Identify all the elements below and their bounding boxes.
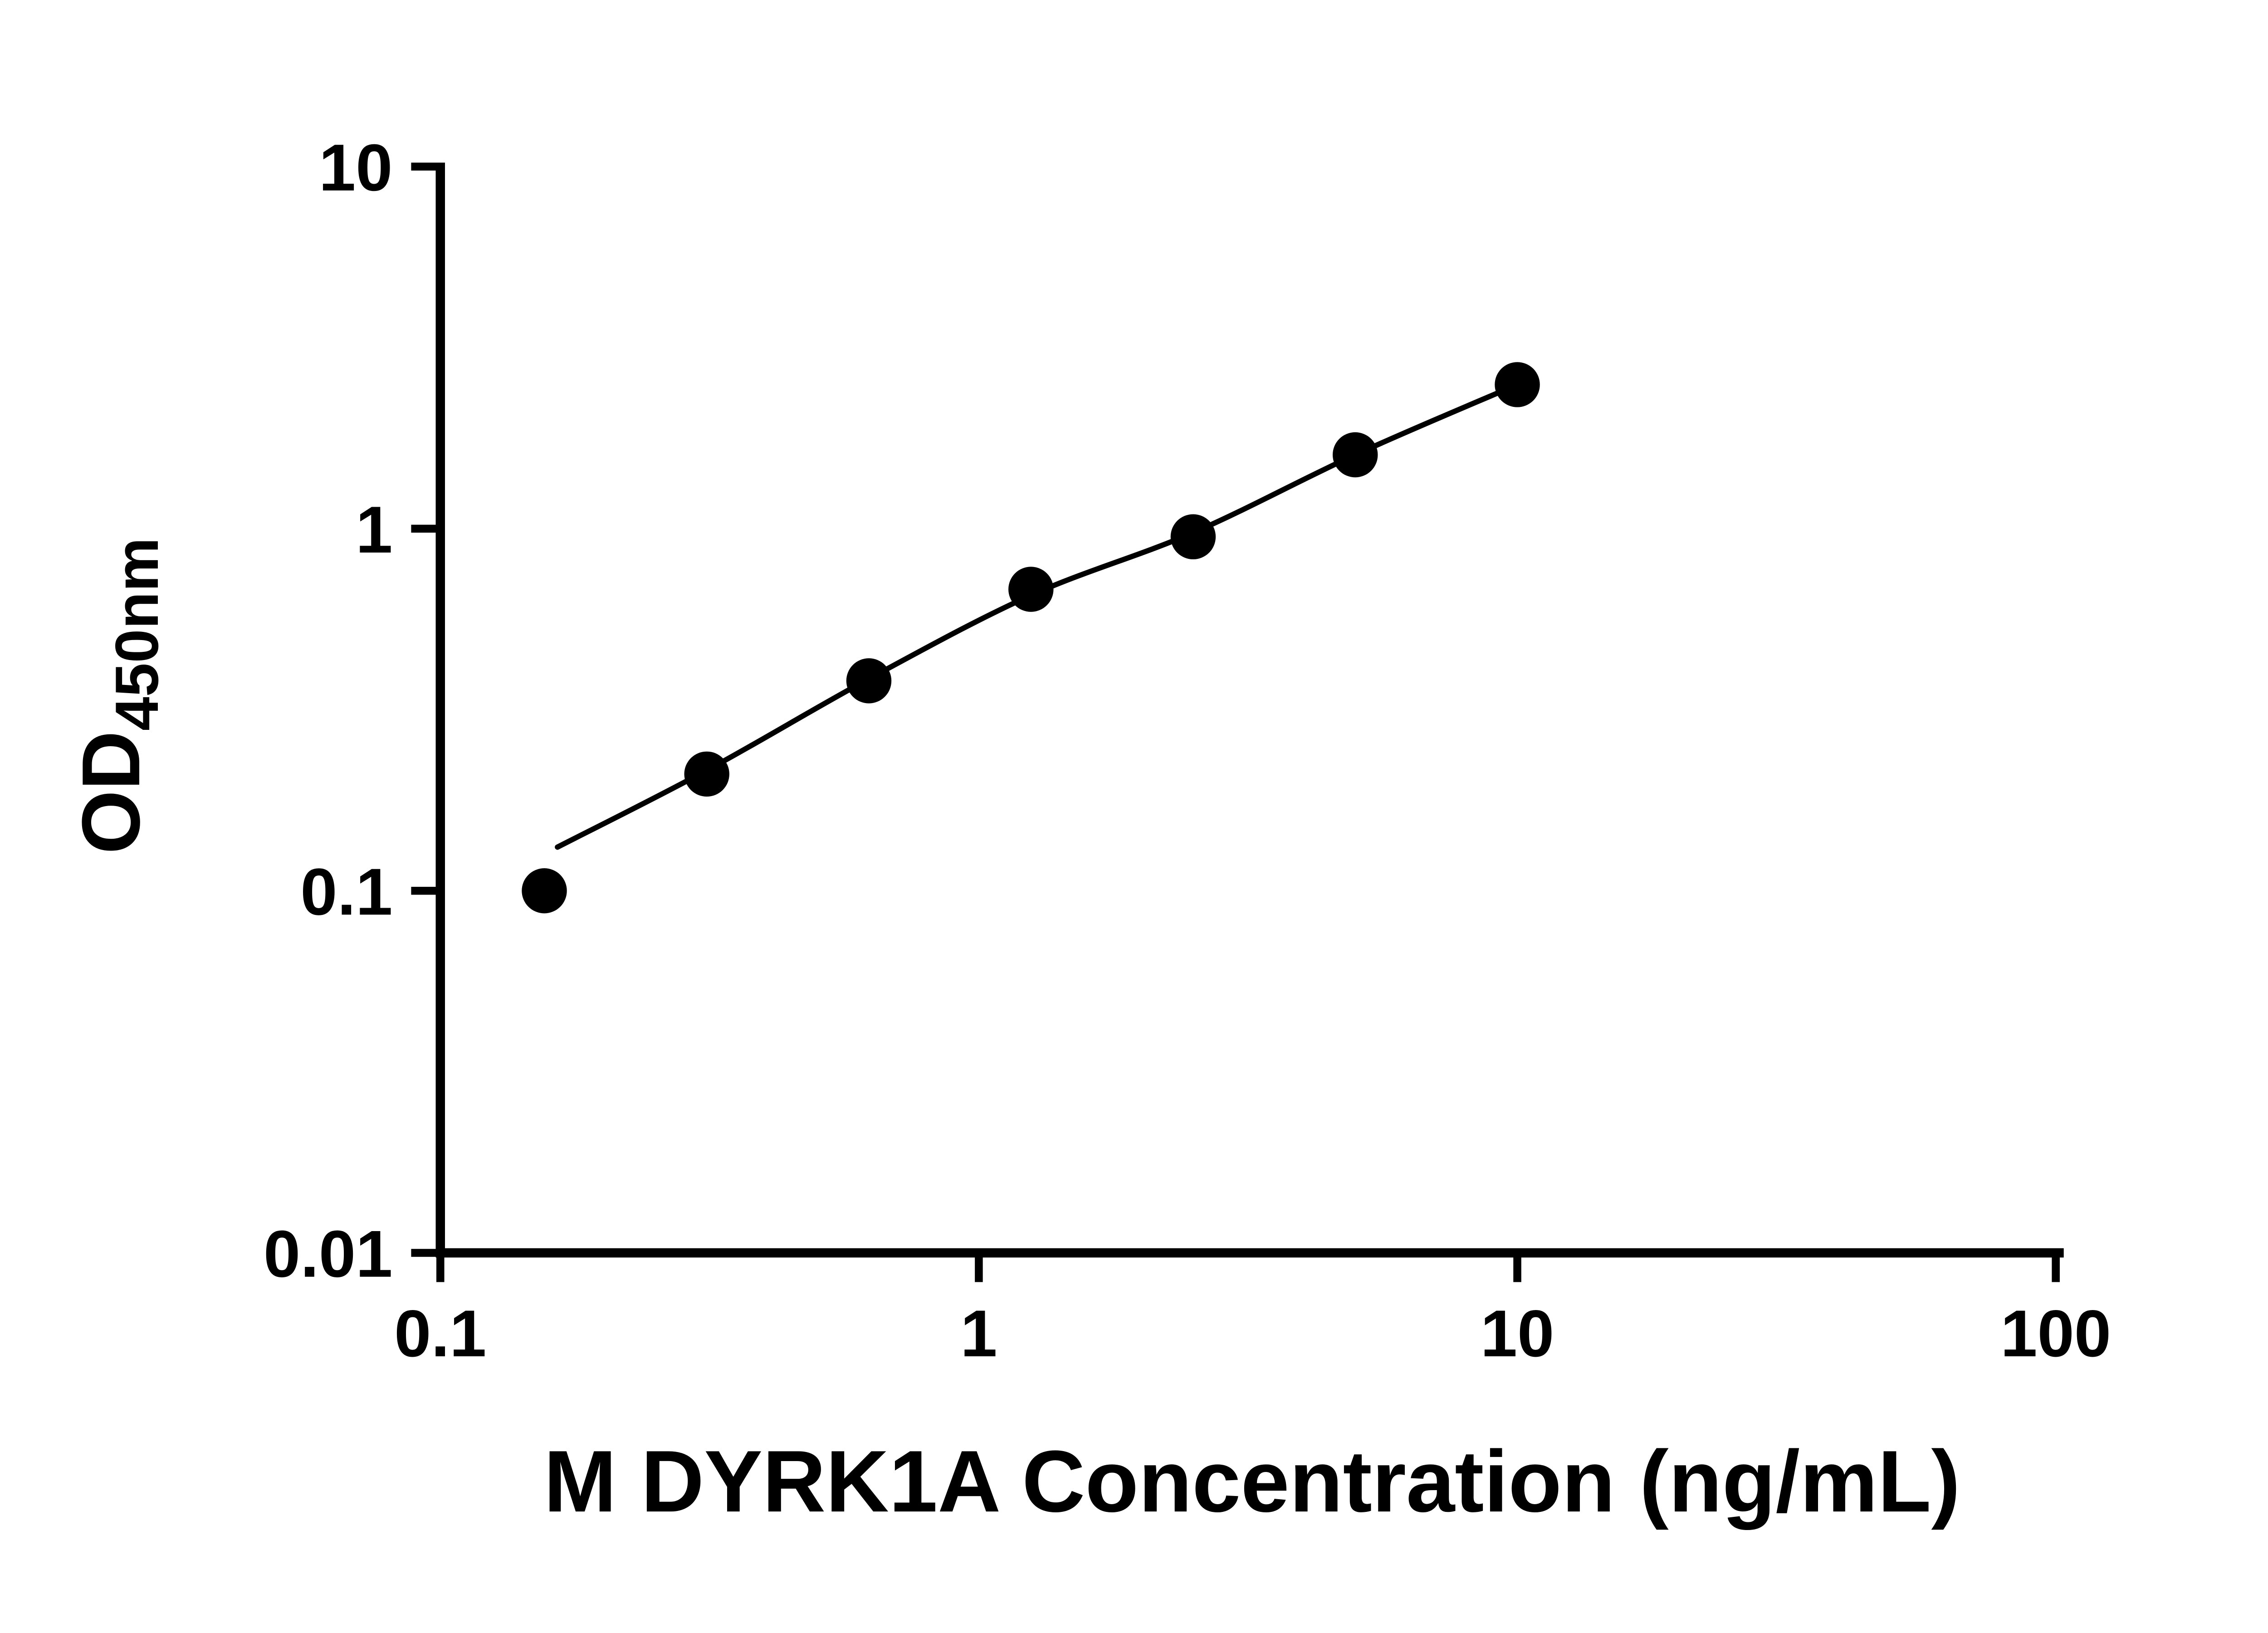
- x-tick-label: 10: [1481, 1296, 1554, 1370]
- data-point: [684, 751, 729, 797]
- x-tick-label: 100: [2000, 1296, 2111, 1370]
- axis-lines: [435, 162, 2064, 1258]
- data-point: [1333, 432, 1378, 478]
- y-tick-label: 10: [319, 131, 393, 205]
- y-tick-label: 0.01: [264, 1217, 393, 1291]
- y-axis-title: OD450nm: [65, 538, 171, 854]
- series-layer: [522, 362, 1540, 914]
- x-tick-label: 1: [960, 1296, 997, 1370]
- x-axis-title: M DYRK1A Concentration (ng/mL): [544, 1432, 1960, 1530]
- y-tick-label: 0.1: [300, 855, 392, 929]
- x-tick-label: 0.1: [394, 1296, 486, 1370]
- y-axis-title-main: OD: [65, 731, 157, 854]
- data-point: [1008, 567, 1054, 612]
- data-point: [846, 658, 892, 704]
- y-tick-label: 1: [356, 493, 392, 567]
- data-point: [1495, 362, 1540, 407]
- y-axis-title-sub: 450nm: [103, 538, 171, 731]
- data-point: [1170, 514, 1216, 560]
- data-point: [522, 868, 567, 914]
